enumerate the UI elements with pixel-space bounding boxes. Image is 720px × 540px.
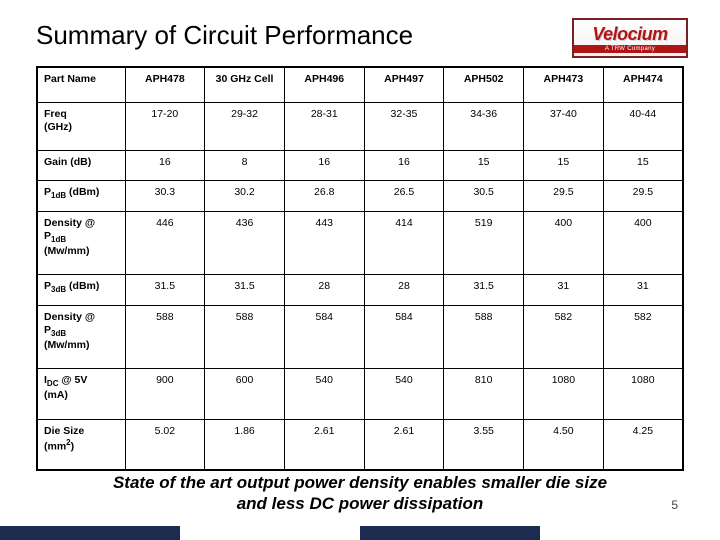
table-cell: 446: [125, 211, 205, 274]
table-cell: 443: [284, 211, 364, 274]
table-cell: 2.61: [364, 419, 444, 470]
table-cell: 31.5: [205, 274, 285, 305]
table-row: Density @P1dB(Mw/mm)44643644341451940040…: [37, 211, 683, 274]
table-cell: 15: [524, 151, 604, 180]
table-cell: 436: [205, 211, 285, 274]
caption: State of the art output power density en…: [0, 472, 720, 515]
col-header: APH496: [284, 67, 364, 103]
col-header: APH502: [444, 67, 524, 103]
table-cell: 15: [444, 151, 524, 180]
table-cell: 31.5: [125, 274, 205, 305]
col-header: APH473: [524, 67, 604, 103]
table-row: Density @P3dB(Mw/mm)58858858458458858258…: [37, 306, 683, 369]
footer-bar: [0, 526, 720, 540]
table-cell: 5.02: [125, 419, 205, 470]
col-header: 30 GHz Cell: [205, 67, 285, 103]
slide: Summary of Circuit Performance Velocium …: [0, 0, 720, 540]
caption-line1: State of the art output power density en…: [113, 473, 607, 492]
header-first-cell: Part Name: [37, 67, 125, 103]
table-cell: 810: [444, 369, 524, 419]
table-cell: 30.5: [444, 180, 524, 211]
table-cell: 29-32: [205, 103, 285, 151]
performance-table: Part Name APH478 30 GHz Cell APH496 APH4…: [36, 66, 684, 471]
col-header: APH474: [603, 67, 683, 103]
table-cell: 588: [205, 306, 285, 369]
table-body: Freq(GHz)17-2029-3228-3132-3534-3637-404…: [37, 103, 683, 471]
table-row: P3dB (dBm)31.531.5282831.53131: [37, 274, 683, 305]
table-cell: 30.2: [205, 180, 285, 211]
table-row: Freq(GHz)17-2029-3228-3132-3534-3637-404…: [37, 103, 683, 151]
table-cell: 37-40: [524, 103, 604, 151]
page-title: Summary of Circuit Performance: [36, 20, 413, 51]
row-label: Density @P1dB(Mw/mm): [37, 211, 125, 274]
table-cell: 400: [603, 211, 683, 274]
row-label: P3dB (dBm): [37, 274, 125, 305]
table-cell: 1080: [524, 369, 604, 419]
table-row: Gain (dB)1681616151515: [37, 151, 683, 180]
table-cell: 26.5: [364, 180, 444, 211]
table-row: IDC @ 5V(mA)90060054054081010801080: [37, 369, 683, 419]
page-number: 5: [671, 498, 678, 512]
logo-brand: Velocium: [592, 25, 667, 43]
table-cell: 17-20: [125, 103, 205, 151]
row-label: IDC @ 5V(mA): [37, 369, 125, 419]
table-cell: 3.55: [444, 419, 524, 470]
table-cell: 31: [524, 274, 604, 305]
caption-line2: and less DC power dissipation: [237, 494, 484, 513]
table-cell: 34-36: [444, 103, 524, 151]
row-label: Gain (dB): [37, 151, 125, 180]
col-header: APH497: [364, 67, 444, 103]
table-cell: 31: [603, 274, 683, 305]
table-cell: 8: [205, 151, 285, 180]
logo-subtitle: A TRW Company: [574, 45, 686, 53]
table-cell: 4.25: [603, 419, 683, 470]
table-cell: 2.61: [284, 419, 364, 470]
table-cell: 540: [284, 369, 364, 419]
table-row: Die Size(mm2)5.021.862.612.613.554.504.2…: [37, 419, 683, 470]
table-cell: 400: [524, 211, 604, 274]
table-cell: 28: [284, 274, 364, 305]
table-cell: 40-44: [603, 103, 683, 151]
col-header: APH478: [125, 67, 205, 103]
table-cell: 16: [364, 151, 444, 180]
table-cell: 519: [444, 211, 524, 274]
table-cell: 28: [364, 274, 444, 305]
performance-table-wrap: Part Name APH478 30 GHz Cell APH496 APH4…: [36, 66, 684, 471]
table-cell: 16: [125, 151, 205, 180]
table-cell: 4.50: [524, 419, 604, 470]
table-cell: 29.5: [603, 180, 683, 211]
row-label: Freq(GHz): [37, 103, 125, 151]
table-cell: 31.5: [444, 274, 524, 305]
table-cell: 1.86: [205, 419, 285, 470]
table-cell: 584: [364, 306, 444, 369]
table-cell: 582: [524, 306, 604, 369]
table-cell: 588: [125, 306, 205, 369]
table-header-row: Part Name APH478 30 GHz Cell APH496 APH4…: [37, 67, 683, 103]
logo: Velocium A TRW Company: [572, 18, 688, 58]
row-label: Die Size(mm2): [37, 419, 125, 470]
table-cell: 16: [284, 151, 364, 180]
table-cell: 28-31: [284, 103, 364, 151]
table-row: P1dB (dBm)30.330.226.826.530.529.529.5: [37, 180, 683, 211]
table-cell: 29.5: [524, 180, 604, 211]
row-label: P1dB (dBm): [37, 180, 125, 211]
table-cell: 414: [364, 211, 444, 274]
table-cell: 900: [125, 369, 205, 419]
table-cell: 582: [603, 306, 683, 369]
table-cell: 1080: [603, 369, 683, 419]
table-cell: 15: [603, 151, 683, 180]
row-label: Density @P3dB(Mw/mm): [37, 306, 125, 369]
table-cell: 600: [205, 369, 285, 419]
table-cell: 540: [364, 369, 444, 419]
table-cell: 32-35: [364, 103, 444, 151]
table-cell: 588: [444, 306, 524, 369]
table-cell: 30.3: [125, 180, 205, 211]
table-cell: 584: [284, 306, 364, 369]
table-cell: 26.8: [284, 180, 364, 211]
